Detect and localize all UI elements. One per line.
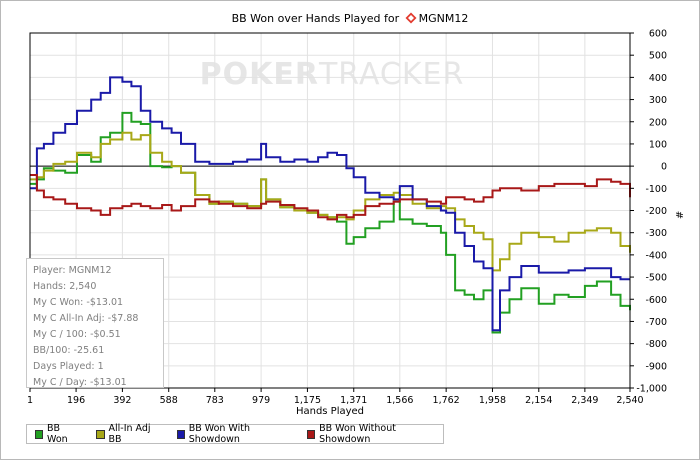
x-tick-label: 2,540 [616, 395, 643, 406]
stat-label: Player: [33, 265, 66, 276]
y-tick-label: 400 [649, 73, 667, 84]
y-tick-label: -100 [645, 184, 667, 195]
y-tick-label: -1,000 [636, 384, 667, 395]
x-tick-label: 1,566 [386, 395, 413, 406]
x-tick-label: 2,154 [525, 395, 552, 406]
y-tick-label: 200 [649, 117, 667, 128]
pokertracker-logo-icon [405, 12, 417, 24]
x-tick-label: 1,371 [340, 395, 367, 406]
x-tick-label: 392 [113, 395, 131, 406]
stat-label: My C Won: [33, 297, 84, 308]
legend-label: BB Won Without Showdown [319, 423, 396, 445]
stat-value: 2,540 [69, 281, 97, 292]
stat-label: My C / Day: [33, 377, 87, 388]
y-tick-label: -800 [645, 339, 667, 350]
y-axis-ticks: 600 500 400 300 200 100 0 -100 -200 -300 -400 -500 -… [630, 29, 667, 395]
x-tick-label: 2,349 [571, 395, 598, 406]
title-player-name: MGNM12 [418, 12, 469, 25]
chart-title: BB Won over Hands Played for MGNM12 [0, 12, 700, 25]
x-axis-ticks: 1 196 392 588 783 979 1,175 1,371 1,566 1,762 1,95… [27, 388, 644, 406]
x-tick-label: 196 [67, 395, 85, 406]
y-tick-label: 300 [649, 95, 667, 106]
watermark: POKERTRACKER [200, 57, 465, 92]
legend-swatch [35, 429, 43, 439]
x-tick-label: 979 [252, 395, 270, 406]
stat-value: -$13.01 [86, 297, 124, 308]
svg-text:POKERTRACKER: POKERTRACKER [200, 57, 465, 92]
x-tick-label: 783 [206, 395, 224, 406]
y-tick-label: -500 [645, 273, 667, 284]
y-tick-label: -400 [645, 250, 667, 261]
stat-row: My C All-In Adj: -$7.88 [33, 311, 163, 327]
x-axis-label: Hands Played [296, 406, 364, 417]
y-tick-label: -700 [645, 317, 667, 328]
stats-panel: Player: MGNM12 Hands: 2,540 My C Won: -$13… [26, 258, 164, 388]
legend-swatch [96, 429, 105, 439]
y-tick-label: 0 [661, 162, 667, 173]
y-axis-label: # [673, 211, 684, 219]
series-line-bb-won-with-showdown [30, 76, 630, 332]
stat-row: My C / Day: -$13.01 [33, 375, 163, 391]
y-tick-label: -300 [645, 228, 667, 239]
legend-label: BB Won With Showdown [188, 423, 251, 445]
legend-label: All-In Adj BB [108, 423, 151, 445]
stat-label: Hands: [33, 281, 67, 292]
y-tick-label: 600 [649, 29, 667, 40]
x-tick-label: 1,958 [479, 395, 506, 406]
chart-legend: BB Won All-In Adj BB BB Won With Showdown B… [26, 423, 444, 445]
y-tick-label: -200 [645, 206, 667, 217]
y-tick-label: -900 [645, 361, 667, 372]
watermark-part2: TRACKER [318, 57, 464, 92]
legend-swatch [307, 429, 316, 439]
x-tick-label: 1,762 [433, 395, 460, 406]
y-tick-label: 100 [649, 139, 667, 150]
stat-row: My C / 100: -$0.51 [33, 327, 163, 343]
x-tick-label: 1 [27, 395, 33, 406]
legend-item[interactable]: BB Won [35, 423, 78, 445]
watermark-part1: POKER [200, 57, 319, 92]
stat-label: BB/100: [33, 345, 71, 356]
x-tick-label: 1,175 [294, 395, 321, 406]
stat-value: -25.61 [73, 345, 105, 356]
legend-item[interactable]: All-In Adj BB [96, 423, 158, 445]
title-prefix: BB Won over Hands Played for [231, 12, 400, 25]
legend-label: BB Won [47, 423, 68, 445]
stat-label: Days Played: [33, 361, 95, 372]
stat-value: MGNM12 [68, 265, 112, 276]
legend-swatch [176, 429, 185, 439]
x-tick-label: 588 [160, 395, 178, 406]
stat-label: My C / 100: [33, 329, 88, 340]
y-tick-label: 500 [649, 51, 667, 62]
series-lines [30, 76, 631, 334]
stat-row: Hands: 2,540 [33, 279, 163, 295]
stat-label: My C All-In Adj: [33, 313, 105, 324]
stat-row: Days Played: 1 [33, 359, 163, 375]
y-tick-label: -600 [645, 295, 667, 306]
series-line-all-in-adj-bb [30, 131, 631, 272]
legend-item[interactable]: BB Won With Showdown [176, 423, 289, 445]
stat-row: BB/100: -25.61 [33, 343, 163, 359]
stat-row: Player: MGNM12 [33, 263, 163, 279]
stat-value: -$0.51 [90, 329, 121, 340]
legend-item[interactable]: BB Won Without Showdown [307, 423, 433, 445]
stat-value: -$7.88 [107, 313, 139, 324]
series-line-bb-won-without-showdown [30, 174, 631, 221]
stat-value: 1 [97, 361, 104, 372]
stat-row: My C Won: -$13.01 [33, 295, 163, 311]
stat-value: -$13.01 [90, 377, 127, 388]
